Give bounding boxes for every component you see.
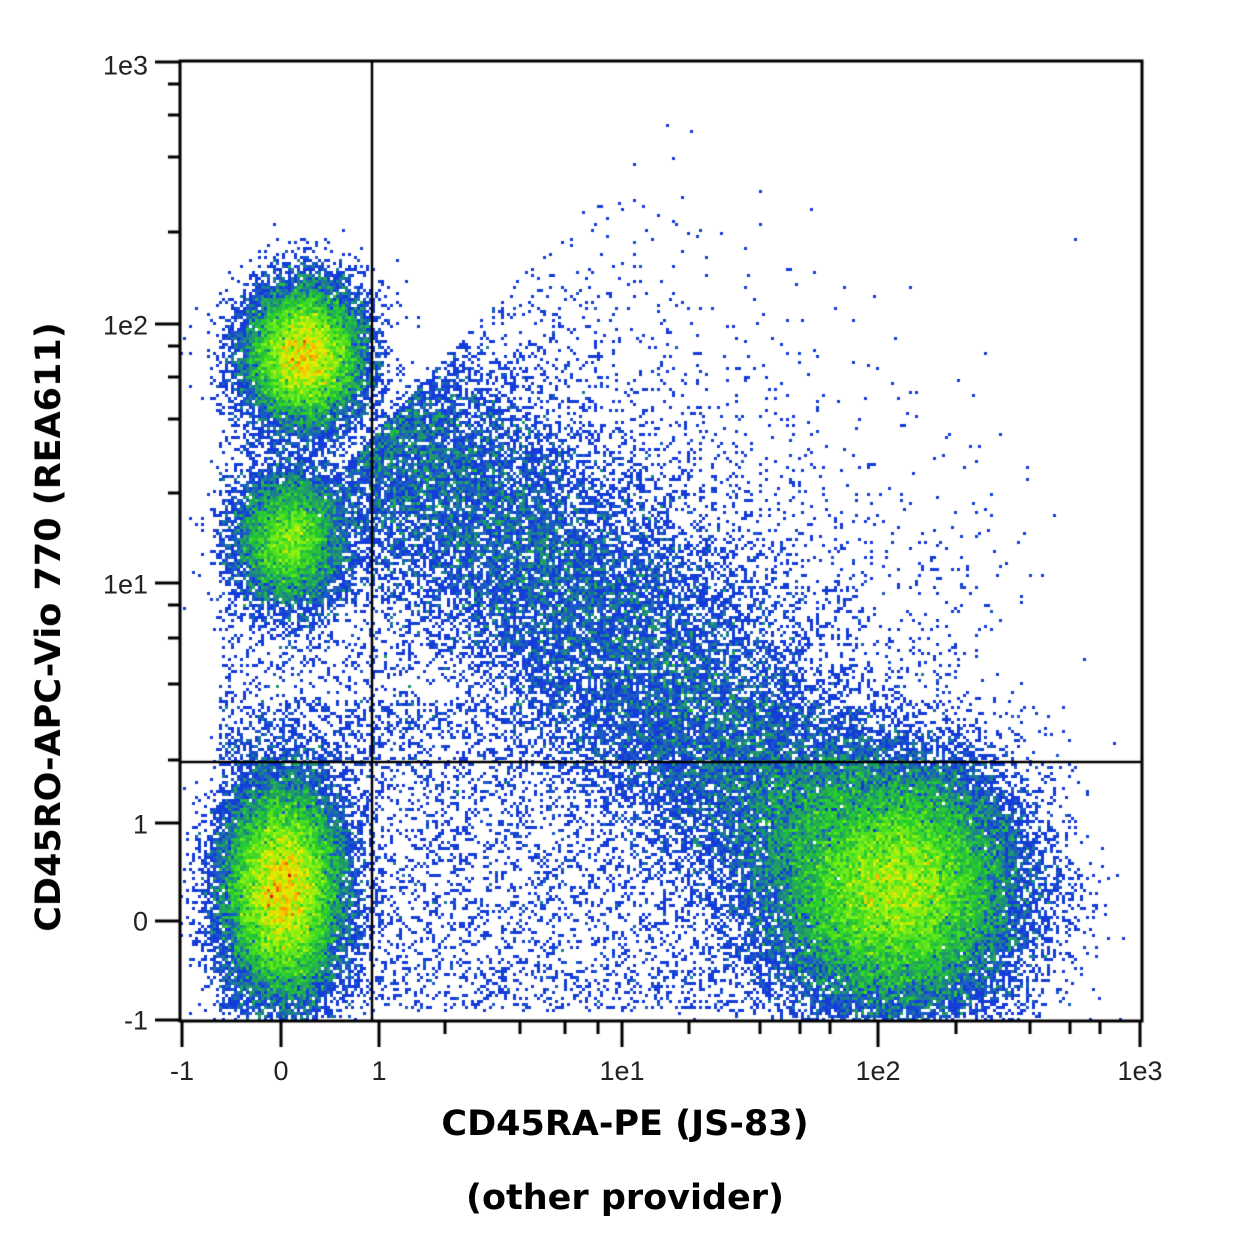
x-axis-subtitle: (other provider) [465,1178,785,1218]
y-tick-label: -1 [123,1005,148,1036]
y-tick-label: 1e3 [102,50,148,81]
x-tick-label: -1 [169,1056,195,1086]
y-tick-label: 0 [132,906,148,937]
y-tick-label: 1 [132,809,148,840]
x-tick-label: 1 [371,1056,387,1086]
y-axis-title: CD45RO-APC-Vio 770 (REA611) [29,322,69,932]
x-tick-label: 1e3 [1117,1056,1163,1086]
x-tick-label: 1e2 [855,1056,901,1086]
x-axis-title: CD45RA-PE (JS-83) [441,1104,809,1144]
y-tick-label: 1e1 [102,569,148,600]
x-tick-label: 0 [273,1056,289,1086]
y-tick-label: 1e2 [102,310,148,341]
x-tick-label: 1e1 [599,1056,645,1086]
